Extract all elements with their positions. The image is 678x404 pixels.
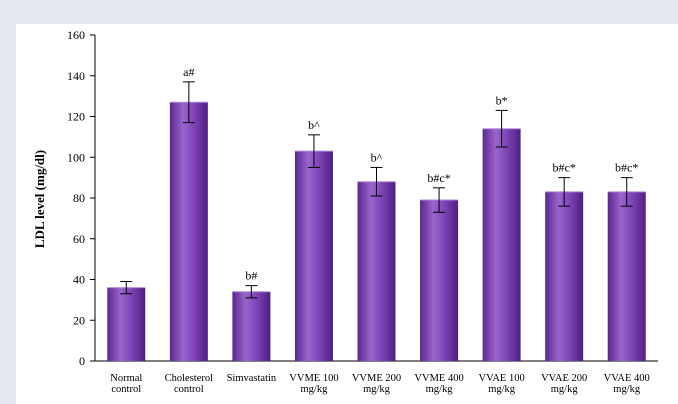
x-tick-label: mg/kg	[488, 384, 516, 395]
bar	[545, 191, 584, 361]
x-tick-label: mg/kg	[426, 384, 454, 395]
significance-label: b^	[308, 118, 320, 132]
significance-label: b^	[371, 150, 383, 164]
x-tick-label: Simvastatin	[227, 373, 277, 384]
bar	[420, 200, 459, 361]
bar	[107, 287, 146, 361]
x-tick-label: control	[174, 384, 204, 395]
x-tick-label: control	[111, 384, 141, 395]
bars	[107, 81, 646, 362]
bar	[169, 102, 208, 362]
significance-label: b#c*	[553, 161, 576, 175]
significance-label: b#c*	[427, 171, 450, 185]
y-tick-label: 120	[67, 110, 85, 124]
x-tick-label: mg/kg	[551, 384, 579, 395]
bar	[607, 191, 646, 361]
x-tick-label: VVME 400	[414, 373, 463, 384]
x-tick-label: VVAE 400	[604, 373, 650, 384]
x-tick-label: VVAE 100	[479, 373, 525, 384]
bar	[232, 291, 271, 361]
y-axis-title: LDL level (mg/dl)	[32, 150, 47, 248]
y-tick-label: 140	[67, 69, 85, 83]
y-tick-label: 60	[73, 232, 85, 246]
significance-label: b*	[496, 93, 508, 107]
y-tick-label: 100	[67, 150, 85, 164]
x-tick-label: VVME 100	[289, 373, 338, 384]
y-tick-label: 20	[73, 313, 85, 327]
significance-label: b#c*	[615, 161, 638, 175]
x-tick-label: mg/kg	[301, 384, 329, 395]
bar	[482, 128, 521, 361]
bar	[294, 151, 333, 361]
x-tick-label: mg/kg	[363, 384, 391, 395]
y-tick-label: 0	[79, 354, 85, 368]
x-tick-label: Cholesterol	[165, 373, 213, 384]
y-tick-label: 40	[73, 273, 85, 287]
significance-label: b#	[245, 269, 257, 283]
y-tick-label: 160	[67, 28, 85, 42]
bar	[357, 181, 396, 361]
labels: 020406080100120140160Normalcontrola#Chol…	[67, 28, 650, 395]
x-tick-label: Normal	[110, 373, 142, 384]
x-tick-label: mg/kg	[613, 384, 641, 395]
x-tick-label: VVAE 200	[541, 373, 587, 384]
significance-label: a#	[183, 65, 194, 79]
x-tick-label: VVME 200	[352, 373, 401, 384]
y-tick-label: 80	[73, 191, 85, 205]
